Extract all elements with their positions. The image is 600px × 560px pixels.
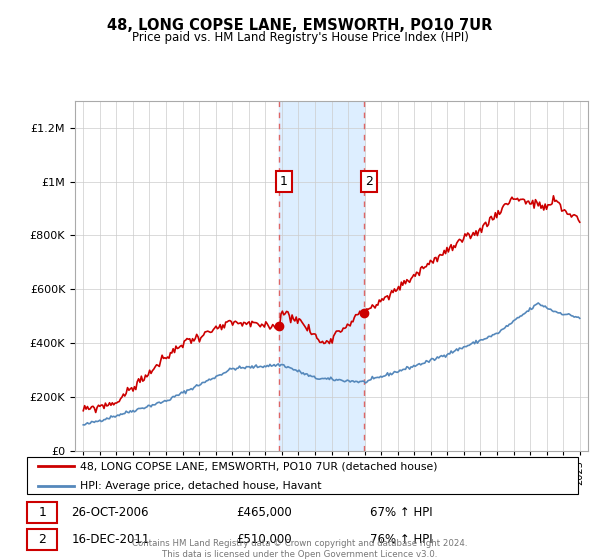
Text: 16-DEC-2011: 16-DEC-2011	[71, 533, 150, 546]
FancyBboxPatch shape	[27, 502, 58, 523]
Text: 2: 2	[38, 533, 46, 546]
Text: Price paid vs. HM Land Registry's House Price Index (HPI): Price paid vs. HM Land Registry's House …	[131, 31, 469, 44]
FancyBboxPatch shape	[27, 529, 58, 550]
Text: 1: 1	[38, 506, 46, 519]
Bar	[279, 101, 364, 451]
Text: £465,000: £465,000	[236, 506, 292, 519]
FancyBboxPatch shape	[27, 458, 578, 493]
Text: 26-OCT-2006: 26-OCT-2006	[71, 506, 149, 519]
Text: 48, LONG COPSE LANE, EMSWORTH, PO10 7UR: 48, LONG COPSE LANE, EMSWORTH, PO10 7UR	[107, 18, 493, 33]
Text: HPI: Average price, detached house, Havant: HPI: Average price, detached house, Hava…	[80, 480, 322, 491]
Text: 67% ↑ HPI: 67% ↑ HPI	[370, 506, 433, 519]
Text: 2: 2	[365, 175, 373, 188]
Text: 76% ↑ HPI: 76% ↑ HPI	[370, 533, 433, 546]
Text: Contains HM Land Registry data © Crown copyright and database right 2024.
This d: Contains HM Land Registry data © Crown c…	[132, 539, 468, 559]
Text: £510,000: £510,000	[236, 533, 292, 546]
Text: 48, LONG COPSE LANE, EMSWORTH, PO10 7UR (detached house): 48, LONG COPSE LANE, EMSWORTH, PO10 7UR …	[80, 461, 437, 471]
Text: 1: 1	[280, 175, 288, 188]
